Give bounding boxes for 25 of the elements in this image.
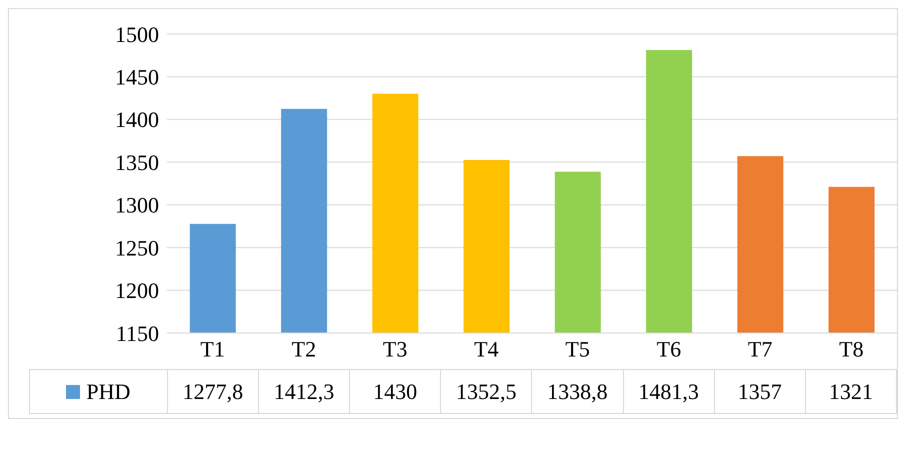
y-tick-label: 1300	[115, 192, 159, 218]
x-tick-label: T2	[292, 336, 316, 362]
data-label: 1430	[350, 370, 441, 414]
x-tick-label: T5	[565, 336, 590, 362]
data-label: 1338,8	[532, 370, 623, 414]
data-label: 1277,8	[167, 370, 258, 414]
x-tick-label: T3	[382, 336, 408, 362]
data-label: 1357	[714, 370, 806, 414]
data-label: 1321	[805, 370, 896, 414]
y-tick-label: 1350	[115, 150, 159, 175]
legend-label: PHD	[85, 378, 130, 404]
x-tick-label: T8	[839, 336, 864, 362]
y-tick-label: 1500	[115, 22, 159, 47]
y-tick-label: 1450	[115, 64, 159, 90]
x-tick-label: T6	[656, 336, 682, 362]
data-label: 1352,5	[440, 370, 532, 414]
y-tick-label: 1400	[115, 107, 159, 132]
x-tick-label: T1	[200, 336, 225, 362]
data-label: 1412,3	[258, 370, 350, 414]
y-tick-label: 1200	[115, 278, 159, 304]
data-label: 1481,3	[623, 370, 714, 414]
x-tick-label: T7	[748, 336, 772, 362]
y-tick-label: 1150	[116, 320, 159, 346]
x-tick-label: T4	[474, 336, 499, 362]
y-tick-label: 1250	[115, 235, 159, 260]
